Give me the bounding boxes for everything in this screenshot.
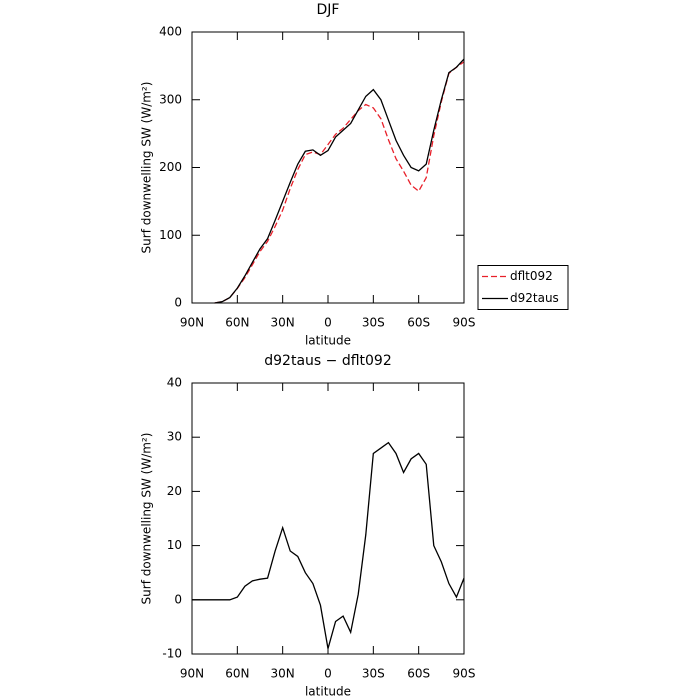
y-tick-label: 10 xyxy=(167,538,182,552)
y-axis-label: Surf downwelling SW (W/m²) xyxy=(140,82,154,254)
x-axis-label: latitude xyxy=(305,334,351,348)
x-tick-label: 30S xyxy=(362,667,385,681)
y-tick-label: 200 xyxy=(159,160,182,174)
y-tick-label: -10 xyxy=(162,647,182,661)
x-tick-label: 30N xyxy=(271,667,295,681)
data-line xyxy=(192,441,465,649)
x-tick-label: 0 xyxy=(324,316,332,330)
plot-frame xyxy=(191,382,465,655)
x-tick-label: 30S xyxy=(362,316,385,330)
x-tick-label: 60N xyxy=(225,667,249,681)
x-tick-label: 0 xyxy=(324,667,332,681)
x-tick-label: 60S xyxy=(407,667,430,681)
x-tick-label: 90S xyxy=(453,667,476,681)
y-tick-label: 0 xyxy=(174,592,182,606)
y-tick-label: 30 xyxy=(167,430,182,444)
legend-label: d92taus xyxy=(510,291,559,305)
legend-label: dflt092 xyxy=(510,269,553,283)
chart-title: DJF xyxy=(317,2,340,18)
data-line xyxy=(214,58,465,304)
y-tick-label: 100 xyxy=(159,228,182,242)
x-tick-label: 60S xyxy=(407,316,430,330)
x-tick-label: 90N xyxy=(180,667,204,681)
plot-frame xyxy=(191,31,465,304)
y-tick-label: 400 xyxy=(159,25,182,39)
x-tick-label: 90S xyxy=(453,316,476,330)
x-tick-label: 30N xyxy=(271,316,295,330)
chart-title: d92taus − dflt092 xyxy=(264,353,391,369)
x-tick-label: 60N xyxy=(225,316,249,330)
x-tick-label: 90N xyxy=(180,316,204,330)
data-line xyxy=(214,61,465,304)
y-axis-label: Surf downwelling SW (W/m²) xyxy=(140,433,154,605)
y-tick-label: 20 xyxy=(167,484,182,498)
y-tick-label: 40 xyxy=(167,376,182,390)
legend-box xyxy=(477,265,569,310)
x-axis-label: latitude xyxy=(305,685,351,699)
y-tick-label: 300 xyxy=(159,92,182,106)
y-tick-label: 0 xyxy=(174,296,182,310)
